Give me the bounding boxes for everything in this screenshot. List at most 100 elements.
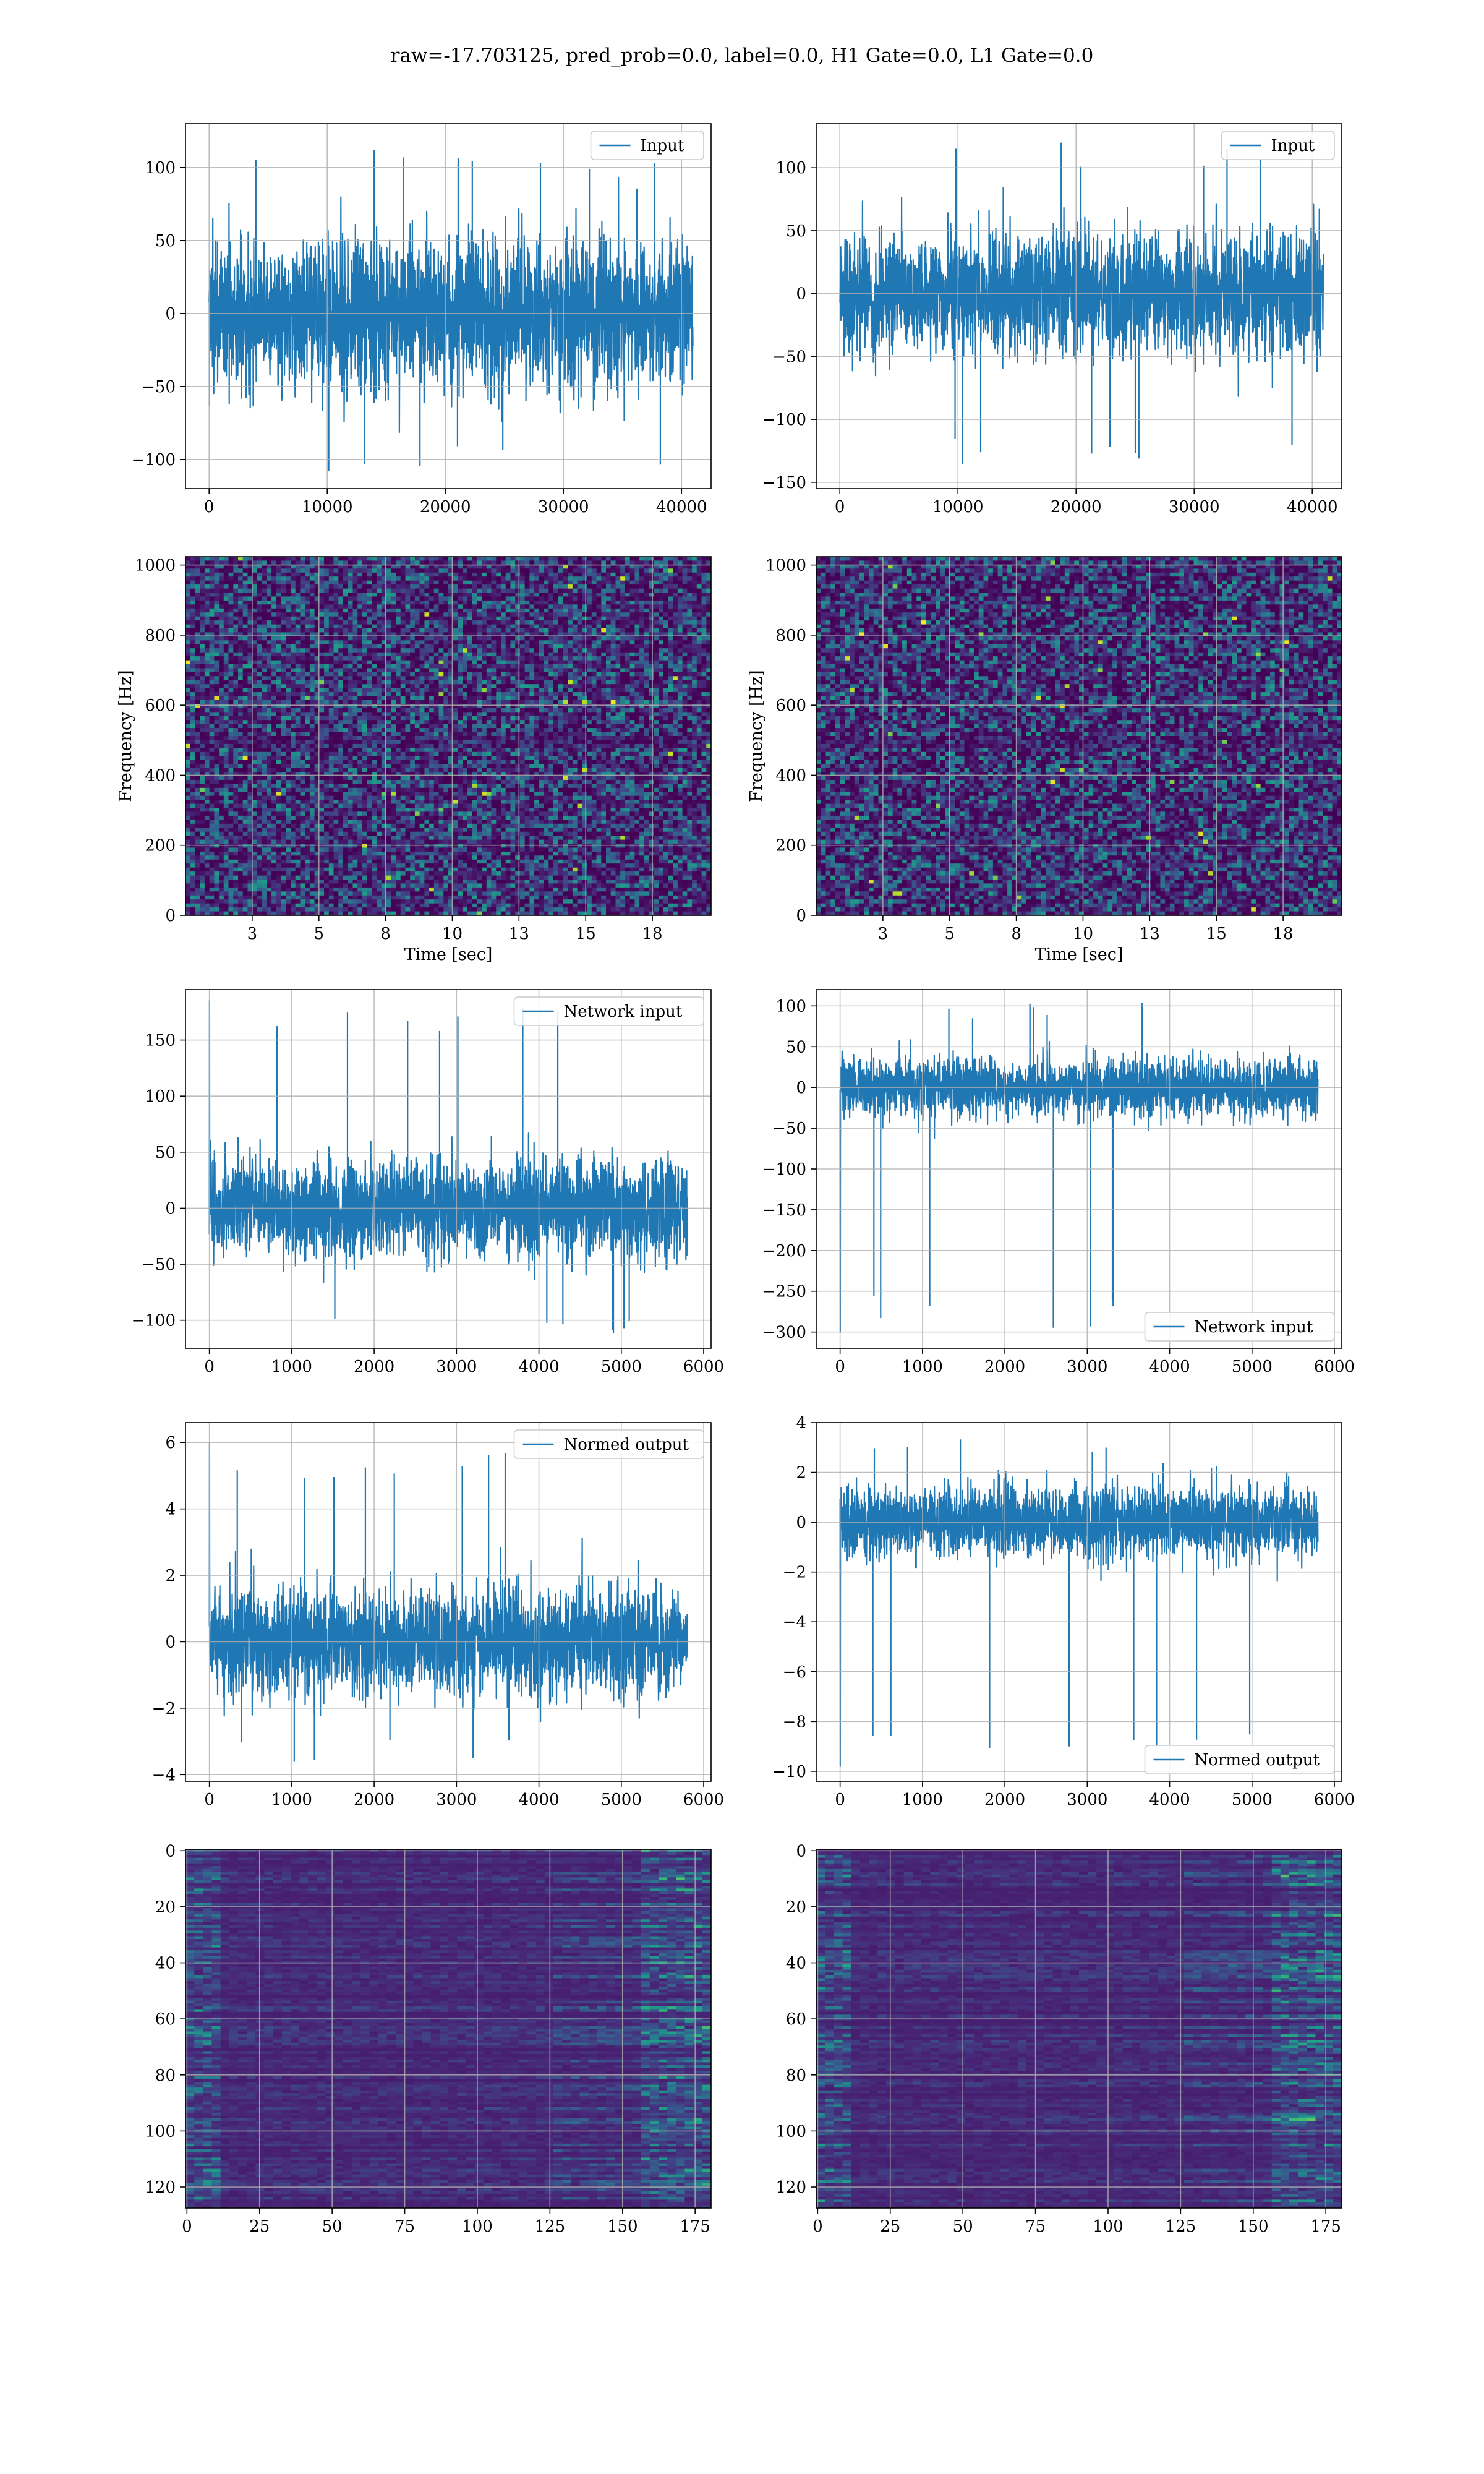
heatmap-cell	[328, 580, 335, 585]
heatmap-cell	[448, 593, 454, 597]
heatmap-cell	[534, 648, 540, 653]
heatmap-cell	[534, 616, 540, 621]
heatmap-cell	[682, 664, 688, 669]
heatmap-cell	[233, 652, 239, 657]
heatmap-cell	[534, 576, 540, 581]
heatmap-cell	[467, 668, 473, 673]
heatmap-cell	[257, 644, 263, 649]
heatmap-cell	[410, 640, 416, 645]
heatmap-cell	[424, 672, 430, 677]
heatmap-cell	[654, 584, 659, 589]
heatmap-cell	[668, 648, 673, 653]
heatmap-cell	[377, 680, 382, 685]
heatmap-cell	[247, 600, 253, 605]
heatmap-cell	[190, 572, 195, 577]
heatmap-cell	[539, 572, 545, 577]
heatmap-cell	[228, 660, 234, 665]
heatmap-cell	[687, 656, 693, 661]
heatmap-cell	[625, 708, 631, 713]
heatmap-cell	[367, 704, 372, 709]
heatmap-cell	[472, 588, 477, 593]
heatmap-cell	[544, 636, 549, 641]
heatmap-cell	[348, 564, 353, 569]
heatmap-cell	[587, 557, 592, 561]
heatmap-cell	[572, 584, 578, 589]
heatmap-cell	[405, 596, 411, 601]
heatmap-cell	[419, 568, 425, 573]
heatmap-cell	[582, 612, 587, 617]
heatmap-cell	[223, 668, 229, 673]
heatmap-cell	[291, 632, 296, 637]
heatmap-cell	[252, 676, 258, 681]
heatmap-cell	[429, 724, 435, 729]
heatmap-cell	[400, 604, 406, 609]
heatmap-cell	[510, 580, 516, 585]
heatmap-cell	[510, 576, 516, 581]
heatmap-cell	[286, 644, 291, 649]
heatmap-cell	[534, 600, 540, 605]
heatmap-cell	[491, 596, 497, 601]
heatmap-cell	[190, 620, 195, 625]
heatmap-cell	[634, 724, 640, 729]
heatmap-cell	[463, 640, 468, 645]
heatmap-cell	[238, 700, 244, 704]
heatmap-cell	[300, 588, 305, 593]
heatmap-cell	[419, 704, 425, 709]
heatmap-cell	[529, 648, 535, 653]
heatmap-cell	[414, 608, 420, 613]
heatmap-cell	[386, 676, 391, 681]
heatmap-cell	[214, 648, 220, 653]
heatmap-cell	[491, 720, 497, 725]
heatmap-cell	[501, 648, 506, 653]
heatmap-cell	[692, 684, 697, 689]
heatmap-cell	[247, 696, 253, 701]
heatmap-cell	[687, 728, 693, 733]
heatmap-cell	[324, 648, 330, 653]
heatmap-cell	[615, 640, 621, 645]
heatmap-cell	[209, 624, 215, 629]
heatmap-cell	[414, 692, 420, 697]
heatmap-cell	[405, 712, 411, 717]
heatmap-cell	[577, 668, 582, 673]
heatmap-cell	[319, 588, 325, 593]
heatmap-cell	[692, 680, 697, 685]
heatmap-cell	[357, 593, 363, 597]
heatmap-cell	[414, 680, 420, 685]
heatmap-cell	[505, 620, 511, 625]
heatmap-cell	[515, 604, 521, 609]
heatmap-cell	[443, 616, 449, 621]
heatmap-cell	[539, 688, 545, 693]
heatmap-cell	[276, 620, 282, 625]
heatmap-cell	[324, 700, 330, 704]
heatmap-cell	[223, 712, 229, 717]
heatmap-cell	[281, 716, 286, 721]
heatmap-cell	[200, 568, 205, 573]
heatmap-cell	[242, 732, 248, 737]
heatmap-cell	[701, 580, 707, 585]
heatmap-cell	[615, 568, 621, 573]
heatmap-cell	[214, 580, 220, 585]
heatmap-cell	[477, 600, 482, 605]
heatmap-cell	[582, 584, 587, 589]
heatmap-cell	[433, 676, 440, 681]
heatmap-cell	[348, 632, 353, 637]
heatmap-cell	[534, 712, 540, 717]
heatmap-cell	[219, 632, 224, 637]
figure-suptitle: raw=-17.703125, pred_prob=0.0, label=0.0…	[391, 45, 1094, 67]
heatmap-cell	[276, 593, 282, 597]
heatmap-cell	[591, 593, 597, 597]
heatmap-cell	[362, 612, 368, 617]
heatmap-cell	[701, 620, 707, 625]
heatmap-cell	[357, 580, 363, 585]
heatmap-cell	[443, 640, 449, 645]
heatmap-cell	[615, 636, 621, 641]
heatmap-cell	[367, 724, 372, 729]
heatmap-cell	[348, 704, 353, 709]
heatmap-cell	[654, 664, 659, 669]
heatmap-cell	[219, 576, 224, 581]
heatmap-cell	[639, 628, 645, 633]
heatmap-cell	[639, 720, 645, 725]
heatmap-cell	[295, 676, 301, 681]
heatmap-cell	[486, 724, 492, 729]
heatmap-cell	[706, 676, 711, 681]
